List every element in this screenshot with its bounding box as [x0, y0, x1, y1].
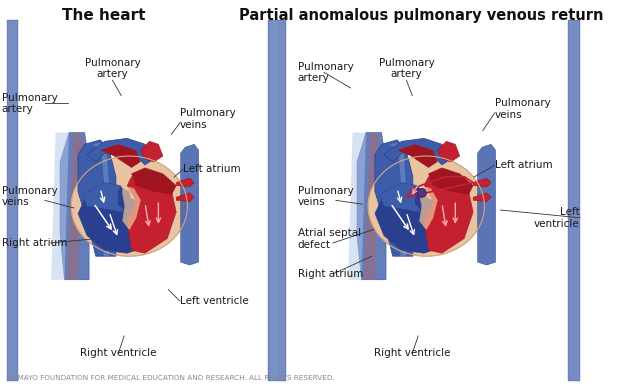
Polygon shape — [78, 140, 116, 256]
Polygon shape — [363, 133, 379, 280]
Polygon shape — [140, 141, 163, 162]
Text: Pulmonary
artery: Pulmonary artery — [2, 93, 58, 114]
Polygon shape — [268, 20, 286, 380]
Polygon shape — [181, 144, 198, 265]
Ellipse shape — [71, 156, 188, 256]
Polygon shape — [67, 133, 82, 280]
Polygon shape — [473, 193, 491, 202]
Text: © MAYO FOUNDATION FOR MEDICAL EDUCATION AND RESEARCH. ALL RIGHTS RESERVED.: © MAYO FOUNDATION FOR MEDICAL EDUCATION … — [8, 375, 334, 381]
Polygon shape — [60, 133, 89, 280]
Text: Right atrium: Right atrium — [2, 238, 67, 248]
Text: Pulmonary
artery: Pulmonary artery — [379, 58, 434, 79]
Polygon shape — [420, 186, 437, 230]
Polygon shape — [375, 188, 451, 253]
Text: Right ventricle: Right ventricle — [374, 349, 451, 358]
Polygon shape — [415, 187, 428, 210]
Polygon shape — [478, 144, 495, 265]
Text: Pulmonary
veins: Pulmonary veins — [495, 98, 550, 120]
Text: Pulmonary
veins: Pulmonary veins — [2, 186, 58, 207]
Polygon shape — [123, 186, 140, 230]
Text: Right atrium: Right atrium — [298, 269, 363, 279]
Polygon shape — [92, 143, 109, 256]
Ellipse shape — [368, 156, 484, 256]
Polygon shape — [424, 177, 473, 253]
Polygon shape — [82, 182, 127, 212]
Polygon shape — [51, 133, 69, 280]
Polygon shape — [118, 187, 131, 210]
Polygon shape — [473, 178, 491, 187]
Polygon shape — [384, 138, 451, 165]
Polygon shape — [379, 182, 424, 212]
Polygon shape — [176, 178, 194, 187]
Text: Pulmonary
artery: Pulmonary artery — [298, 61, 353, 83]
Polygon shape — [397, 144, 437, 168]
Polygon shape — [357, 133, 386, 280]
Polygon shape — [389, 143, 406, 256]
Text: Right ventricle: Right ventricle — [80, 349, 157, 358]
Text: Partial anomalous pulmonary venous return: Partial anomalous pulmonary venous retur… — [239, 7, 604, 23]
Polygon shape — [87, 138, 154, 165]
Polygon shape — [348, 133, 366, 280]
Text: Left atrium: Left atrium — [183, 164, 241, 174]
Polygon shape — [176, 193, 194, 202]
Polygon shape — [100, 144, 140, 168]
Text: Left
ventricle: Left ventricle — [534, 207, 580, 229]
Polygon shape — [127, 177, 176, 253]
Polygon shape — [428, 168, 473, 194]
Polygon shape — [271, 20, 277, 380]
Text: Pulmonary
artery: Pulmonary artery — [85, 58, 140, 79]
Polygon shape — [6, 20, 18, 380]
Polygon shape — [568, 20, 580, 380]
Text: Left ventricle: Left ventricle — [180, 296, 249, 306]
Polygon shape — [131, 168, 176, 194]
Text: The heart: The heart — [62, 7, 145, 23]
Polygon shape — [437, 141, 459, 162]
Text: Atrial septal
defect: Atrial septal defect — [298, 228, 361, 250]
Text: Pulmonary
veins: Pulmonary veins — [298, 186, 353, 207]
Polygon shape — [375, 140, 413, 256]
Ellipse shape — [417, 188, 426, 197]
Polygon shape — [78, 188, 154, 253]
Text: Pulmonary
veins: Pulmonary veins — [180, 108, 236, 130]
Text: Left atrium: Left atrium — [495, 160, 552, 170]
